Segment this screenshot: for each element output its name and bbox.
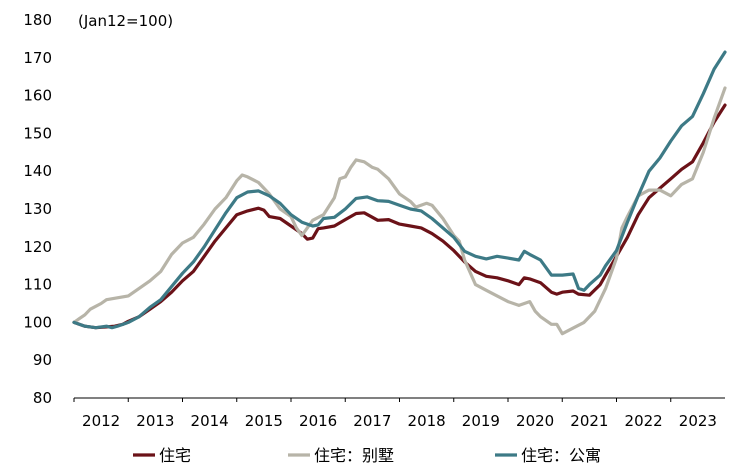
x-tick-label: 2012 [82, 412, 120, 430]
y-tick-label: 130 [23, 200, 52, 218]
y-axis-tick-labels: 80 90 100 110 120 130 140 150 160 170 180 [23, 11, 52, 407]
x-tick-label: 2013 [136, 412, 174, 430]
x-tick-label: 2021 [570, 412, 608, 430]
legend-label: 住宅 [159, 446, 191, 465]
legend-item: 住宅：别墅 [288, 446, 394, 465]
series-line-1 [72, 103, 727, 330]
series-lines [72, 50, 727, 336]
series-line-2 [72, 86, 727, 336]
x-axis-tick-labels: 2012 2013 2014 2015 2016 2017 2018 2019 2020 2021… [73, 398, 717, 430]
legend-item: 住宅 [133, 446, 191, 465]
series-line-3 [72, 50, 727, 330]
y-tick-label: 180 [23, 11, 52, 29]
legend: 住宅 住宅：别墅 住宅：公寓 [133, 446, 601, 465]
unit-label: (Jan12=100) [78, 12, 173, 30]
x-tick-label: 2014 [191, 412, 229, 430]
y-tick-label: 100 [23, 313, 52, 331]
x-tick-label: 2020 [516, 412, 554, 430]
x-tick-label: 2019 [462, 412, 500, 430]
legend-item: 住宅：公寓 [495, 446, 601, 465]
x-tick-label: 2023 [679, 412, 717, 430]
y-tick-label: 120 [23, 238, 52, 256]
y-tick-label: 110 [23, 276, 52, 294]
legend-label: 住宅：别墅 [314, 446, 394, 465]
y-tick-label: 170 [23, 49, 52, 67]
y-tick-label: 160 [23, 87, 52, 105]
x-tick-label: 2017 [353, 412, 391, 430]
y-tick-label: 140 [23, 162, 52, 180]
x-tick-label: 2016 [299, 412, 337, 430]
x-tick-label: 2018 [408, 412, 446, 430]
y-tick-label: 80 [33, 389, 52, 407]
legend-label: 住宅：公寓 [521, 446, 601, 465]
x-tick-label: 2022 [625, 412, 663, 430]
x-tick-label: 2015 [245, 412, 283, 430]
y-tick-label: 150 [23, 124, 52, 142]
y-tick-label: 90 [33, 351, 52, 369]
